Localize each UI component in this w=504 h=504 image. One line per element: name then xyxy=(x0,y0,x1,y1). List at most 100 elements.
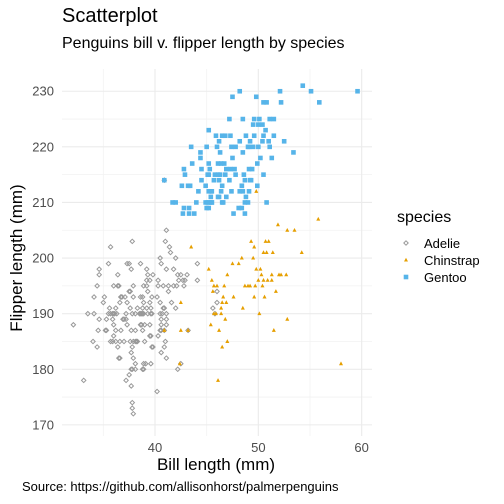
adelie-point xyxy=(139,310,146,317)
gentoo-point xyxy=(216,138,222,144)
adelie-point xyxy=(140,366,147,373)
adelie-point xyxy=(163,266,170,273)
chinstrap-point xyxy=(261,250,266,254)
gentoo-point xyxy=(206,161,212,166)
adelie-point xyxy=(128,349,135,356)
chinstrap-point xyxy=(256,278,261,282)
chinstrap-point xyxy=(269,272,274,277)
adelie-point xyxy=(159,310,166,317)
gentoo-point xyxy=(211,177,217,183)
adelie-point xyxy=(147,305,154,312)
adelie-point xyxy=(132,338,139,345)
adelie-point xyxy=(163,310,170,317)
adelie-point xyxy=(130,294,137,300)
adelie-point xyxy=(148,310,155,317)
chinstrap-point xyxy=(213,311,218,316)
legend-key-chinstrap xyxy=(404,257,408,262)
chinstrap-point xyxy=(225,272,230,277)
adelie-point xyxy=(139,366,146,373)
gentoo-point xyxy=(228,166,233,172)
adelie-point xyxy=(158,260,165,267)
adelie-point xyxy=(102,327,109,334)
adelie-point xyxy=(130,410,137,417)
chinstrap-point xyxy=(239,255,244,260)
gentoo-point xyxy=(308,88,314,94)
gentoo-point xyxy=(203,200,208,205)
adelie-point xyxy=(124,260,131,267)
chinstrap-point xyxy=(222,283,227,288)
chinstrap-point xyxy=(269,278,274,282)
gentoo-point xyxy=(189,161,195,166)
adelie-point xyxy=(168,299,175,306)
chinstrap-point xyxy=(189,244,194,249)
gentoo-point xyxy=(217,172,223,177)
chinstrap-point xyxy=(292,227,297,232)
adelie-point xyxy=(132,366,139,373)
chinstrap-point xyxy=(220,300,225,305)
adelie-point xyxy=(172,255,179,261)
adelie-point xyxy=(147,360,154,367)
chinstrap-point xyxy=(252,244,257,249)
gentoo-point xyxy=(231,211,236,216)
adelie-point xyxy=(126,260,133,267)
y-tick-label: 210 xyxy=(32,195,54,210)
adelie-point xyxy=(107,244,114,250)
adelie-point xyxy=(129,344,136,350)
chinstrap-point xyxy=(231,294,236,299)
adelie-point xyxy=(134,305,141,312)
gentoo-point xyxy=(214,144,220,150)
gentoo-point xyxy=(243,133,249,139)
y-axis-ticks: 170 180 190 200 210 220 230 xyxy=(32,84,54,433)
adelie-point xyxy=(116,355,123,362)
adelie-point xyxy=(90,338,96,345)
adelie-point xyxy=(129,399,136,406)
gentoo-point xyxy=(271,133,277,139)
gentoo-point xyxy=(261,172,266,177)
adelie-point xyxy=(144,271,151,278)
gentoo-point xyxy=(179,183,185,189)
gentoo-point xyxy=(194,200,199,205)
gentoo-point xyxy=(186,205,192,211)
gentoo-point xyxy=(255,161,260,166)
adelie-point xyxy=(112,305,119,312)
adelie-point xyxy=(146,333,153,339)
adelie-point xyxy=(113,310,120,317)
chart-subtitle: Penguins bill v. flipper length by speci… xyxy=(62,35,345,52)
adelie-point xyxy=(155,277,162,284)
adelie-point xyxy=(184,271,190,278)
gentoo-point xyxy=(269,155,275,161)
gentoo-point xyxy=(241,172,247,177)
gentoo-point xyxy=(260,122,265,127)
gentoo-point xyxy=(242,177,248,183)
gentoo-point xyxy=(261,133,266,139)
chinstrap-point xyxy=(206,266,211,271)
gentoo-point xyxy=(277,88,283,94)
legend: species Adelie Chinstrap Gentoo xyxy=(397,209,480,285)
gentoo-point xyxy=(233,144,238,150)
legend-label-adelie: Adelie xyxy=(424,236,460,251)
gentoo-point xyxy=(209,189,215,194)
adelie-point xyxy=(110,282,117,289)
adelie-point xyxy=(117,294,124,300)
gentoo-point xyxy=(239,183,245,189)
adelie-point xyxy=(123,377,129,384)
gentoo-point xyxy=(212,172,218,177)
adelie-point xyxy=(123,310,129,317)
gentoo-point xyxy=(203,183,208,189)
chinstrap-point xyxy=(265,278,270,282)
adelie-point xyxy=(105,310,112,317)
chinstrap-point xyxy=(186,328,191,332)
chinstrap-point xyxy=(210,289,215,293)
x-tick-label: 50 xyxy=(251,440,265,455)
adelie-point xyxy=(94,282,101,289)
adelie-point xyxy=(157,310,164,317)
gentoo-point xyxy=(181,205,187,211)
adelie-point xyxy=(129,238,136,245)
adelie-point xyxy=(96,316,103,323)
y-tick-label: 190 xyxy=(32,306,54,321)
chinstrap-point xyxy=(284,272,289,277)
adelie-point xyxy=(194,277,201,284)
gentoo-point xyxy=(191,211,197,216)
gentoo-point xyxy=(224,194,229,200)
chinstrap-point xyxy=(254,266,259,271)
